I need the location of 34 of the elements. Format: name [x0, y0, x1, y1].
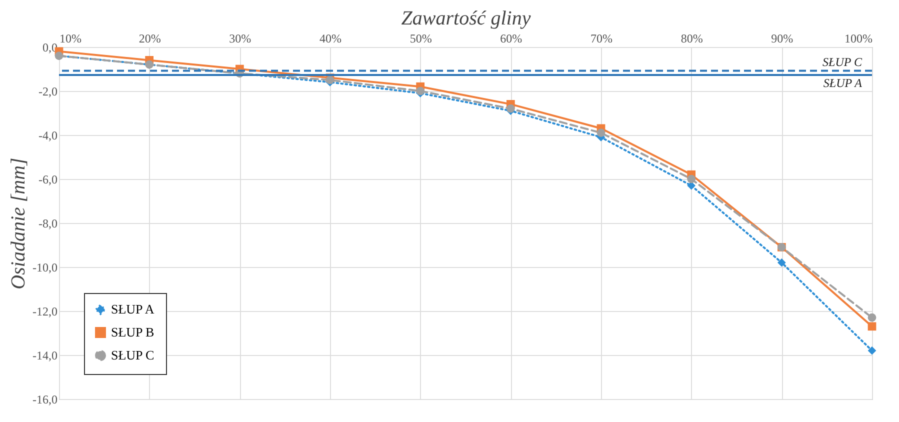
- x-tick-label: 80%: [680, 32, 703, 46]
- x-tick-label: 40%: [320, 32, 342, 46]
- x-tick-label: 100%: [844, 32, 872, 46]
- point: [687, 174, 696, 184]
- y-tick-label: -4,0: [38, 128, 58, 142]
- legend-label: SŁUP A: [111, 302, 155, 316]
- y-tick-label: -16,0: [32, 392, 58, 406]
- x-tick-label: 20%: [138, 32, 161, 46]
- x-tick-label: 10%: [60, 32, 82, 46]
- y-tick-label: -10,0: [32, 260, 58, 274]
- x-axis-title: Zawartość gliny: [401, 8, 531, 30]
- y-tick-label: -2,0: [38, 84, 58, 98]
- y-tick-label: -8,0: [38, 216, 58, 230]
- y-tick-label: -6,0: [38, 172, 58, 186]
- point: [868, 346, 876, 355]
- y-tick-label: -14,0: [32, 348, 58, 362]
- point: [596, 128, 606, 137]
- point: [416, 86, 425, 96]
- y-tick-label: -12,0: [32, 304, 58, 318]
- legend-label: SŁUP B: [111, 324, 155, 340]
- x-tick-label: 90%: [771, 32, 794, 46]
- x-tick-label: 70%: [590, 32, 612, 46]
- point: [506, 104, 515, 113]
- ref-line-label: SŁUP A: [823, 76, 863, 90]
- point: [326, 76, 334, 84]
- x-tick-label: 30%: [229, 32, 252, 46]
- x-tick-label: 50%: [410, 32, 432, 46]
- ref-line-label: SŁUP C: [822, 54, 863, 69]
- y-axis-title: Osiadanie [mm]: [8, 158, 30, 290]
- point: [868, 313, 876, 322]
- legend-label: SŁUP C: [111, 348, 154, 362]
- point: [868, 322, 876, 331]
- point: [777, 258, 786, 267]
- x-tick-label: 60%: [500, 32, 522, 46]
